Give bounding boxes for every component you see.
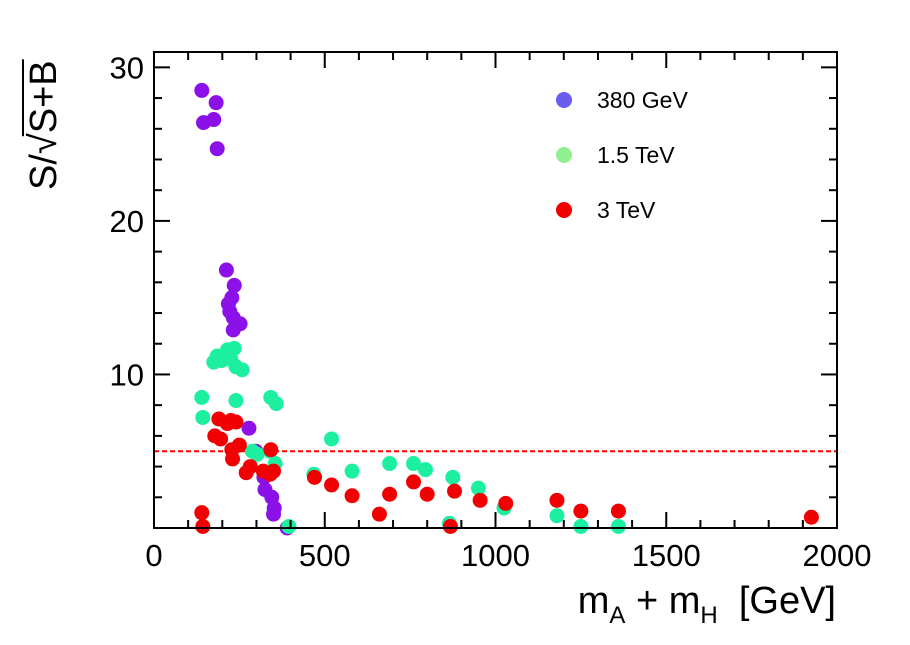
data-point: [324, 477, 340, 493]
data-point: [228, 393, 244, 409]
legend-entry: 3 TeV: [556, 197, 656, 223]
data-point: [573, 518, 589, 534]
data-point: [226, 277, 242, 293]
legend-label: 1.5 TeV: [597, 142, 675, 168]
legend-marker: [556, 147, 572, 163]
data-point: [382, 456, 398, 472]
data-point: [225, 322, 241, 338]
data-point: [307, 469, 323, 485]
data-point: [406, 474, 422, 490]
data-point: [610, 503, 626, 519]
data-point: [803, 509, 819, 525]
data-point: [549, 508, 565, 524]
data-point: [266, 463, 282, 479]
x-axis-title-sub-h: H: [700, 602, 717, 629]
data-point: [218, 262, 234, 278]
data-point: [472, 492, 488, 508]
data-point: [242, 459, 258, 475]
svg-text:S/√S+B: S/√S+B: [23, 60, 65, 190]
legend-label: 3 TeV: [597, 197, 656, 223]
data-point: [213, 431, 229, 447]
data-point: [194, 389, 210, 405]
legend-entry: 1.5 TeV: [556, 142, 675, 168]
data-point: [266, 506, 282, 522]
x-tick-label: 1000: [461, 538, 530, 573]
x-tick-label: 1500: [632, 538, 701, 573]
x-tick-label: 500: [299, 538, 351, 573]
data-point: [549, 492, 565, 508]
data-point: [226, 340, 242, 356]
y-tick-label: 30: [110, 50, 144, 85]
data-point: [573, 503, 589, 519]
y-axis-title-prefix: S/: [23, 154, 65, 190]
data-point: [371, 506, 387, 522]
data-point: [234, 362, 250, 378]
y-axis-title-radicand: S+B: [23, 60, 65, 133]
data-point: [406, 456, 422, 472]
data-point: [209, 141, 225, 157]
legend-entry: 380 GeV: [556, 87, 688, 113]
y-tick-label: 10: [110, 357, 144, 392]
data-point: [194, 505, 210, 521]
data-point: [225, 451, 241, 467]
series-1-5-tev: [194, 340, 626, 534]
data-point: [417, 462, 433, 478]
data-point: [268, 396, 284, 412]
ticks-layer: 0 500 1000 1500 2000 10 20 30: [110, 50, 872, 573]
legend: 380 GeV 1.5 TeV 3 TeV: [556, 87, 688, 223]
data-point: [241, 420, 257, 436]
data-point: [263, 442, 279, 458]
data-point: [195, 409, 211, 425]
y-axis-title: S/√S+B: [22, 59, 65, 190]
data-point: [344, 488, 360, 504]
series-3-tev: [194, 411, 819, 534]
data-point: [447, 483, 463, 499]
data-point: [419, 486, 435, 502]
data-point: [194, 82, 210, 98]
data-points-layer: [194, 82, 819, 536]
legend-marker: [556, 202, 572, 218]
legend-label: 380 GeV: [597, 87, 688, 113]
data-point: [231, 437, 247, 453]
x-tick-label: 2000: [803, 538, 872, 573]
data-point: [442, 518, 458, 534]
data-point: [281, 518, 297, 534]
data-point: [249, 446, 265, 462]
y-axis-title-radical: √: [23, 133, 65, 154]
data-point: [498, 495, 514, 511]
data-point: [228, 414, 244, 430]
data-point: [208, 95, 224, 111]
data-point: [470, 480, 486, 496]
legend-marker: [556, 92, 572, 108]
x-tick-label: 0: [145, 538, 162, 573]
data-point: [344, 463, 360, 479]
data-point: [195, 518, 211, 534]
data-point: [610, 518, 626, 534]
x-axis-title: mA + mH [GeV]: [578, 580, 836, 629]
data-point: [382, 486, 398, 502]
data-point: [445, 469, 461, 485]
x-axis-title-sub-a: A: [609, 602, 625, 629]
x-axis-title-plus-m: + m: [625, 580, 700, 622]
data-point: [324, 431, 340, 447]
x-axis-title-m: m: [578, 580, 610, 622]
x-axis-title-unit: [GeV]: [718, 580, 836, 622]
data-point: [206, 112, 222, 128]
y-tick-label: 20: [110, 204, 144, 239]
